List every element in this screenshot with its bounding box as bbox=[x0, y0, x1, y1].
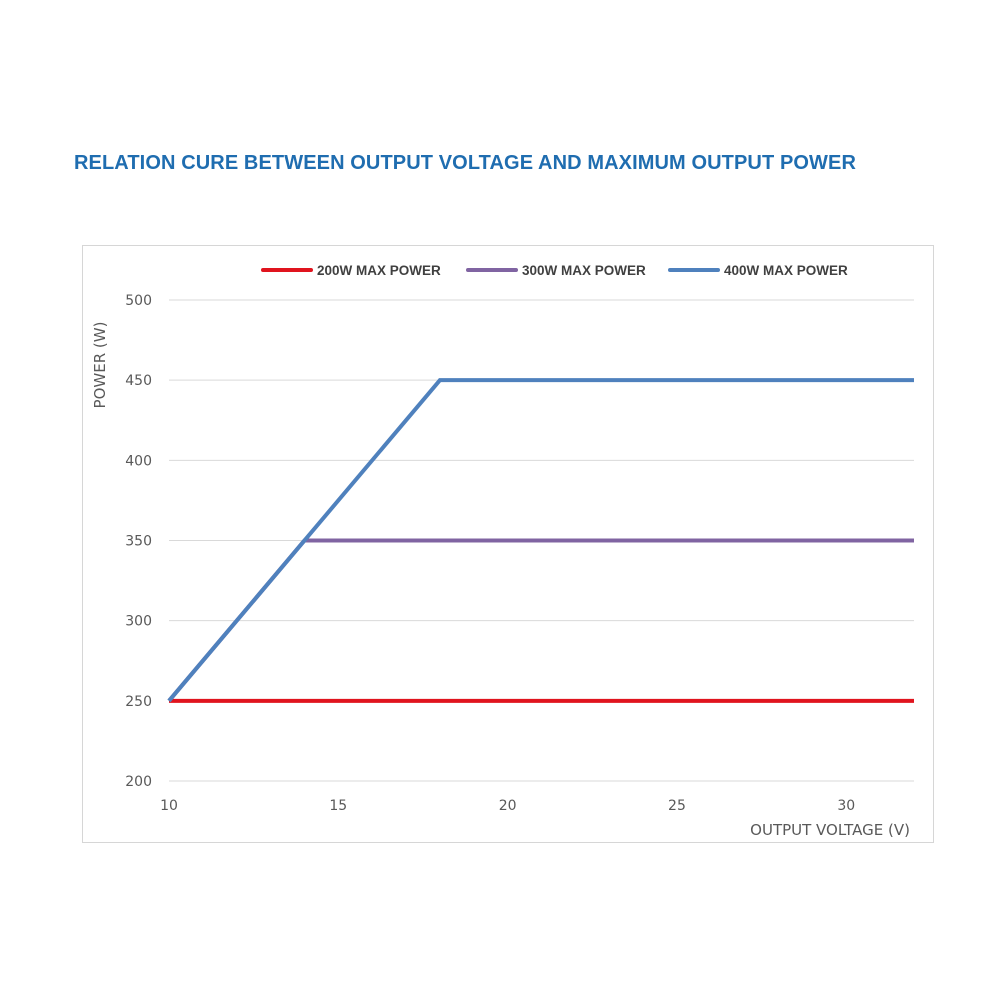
legend-label-1: 200W MAX POWER bbox=[317, 263, 441, 278]
x-tick-label-10: 10 bbox=[160, 798, 178, 814]
x-tick-label-25: 25 bbox=[668, 798, 686, 814]
y-tick-label-350: 350 bbox=[125, 534, 152, 550]
y-axis-label: POWER (W) bbox=[91, 322, 109, 409]
series-lines bbox=[167, 378, 914, 703]
y-tick-label-250: 250 bbox=[125, 694, 152, 710]
x-axis-label: OUTPUT VOLTAGE (V) bbox=[750, 821, 910, 839]
x-tick-label-30: 30 bbox=[837, 798, 855, 814]
legend: 200W MAX POWER 300W MAX POWER 400W MAX POW… bbox=[261, 263, 848, 278]
y-tick-label-200: 200 bbox=[125, 774, 152, 790]
series-line-3 bbox=[167, 378, 914, 703]
y-tick-labels: 200 250 300 350 400 450 500 bbox=[125, 293, 152, 790]
chart-title: RELATION CURE BETWEEN OUTPUT VOLTAGE AND… bbox=[74, 152, 856, 174]
chart-frame bbox=[82, 245, 934, 843]
y-tick-label-500: 500 bbox=[125, 293, 152, 309]
legend-label-2: 300W MAX POWER bbox=[522, 263, 646, 278]
legend-label-3: 400W MAX POWER bbox=[724, 263, 848, 278]
y-tick-label-300: 300 bbox=[125, 614, 152, 630]
x-tick-label-20: 20 bbox=[499, 798, 517, 814]
x-tick-label-15: 15 bbox=[329, 798, 347, 814]
y-tick-label-400: 400 bbox=[125, 453, 152, 469]
x-tick-labels: 10 15 20 25 30 bbox=[160, 798, 855, 814]
y-tick-label-450: 450 bbox=[125, 373, 152, 389]
